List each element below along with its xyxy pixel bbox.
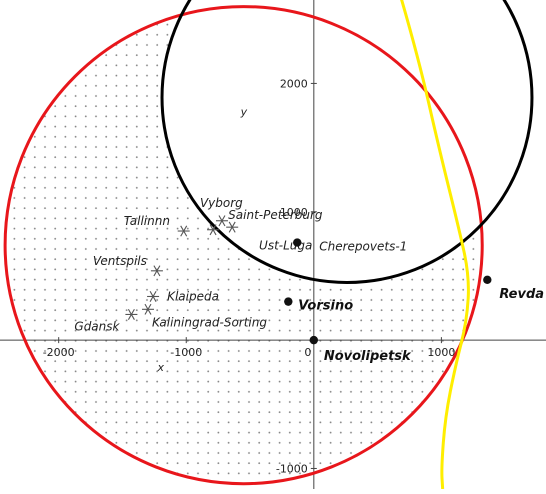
- port-label: Klaipeda: [167, 289, 219, 303]
- port-label: Kaliningrad-Sorting: [152, 315, 267, 329]
- x-tick-label: 1000: [427, 346, 455, 359]
- port-point: Ventspils: [93, 254, 163, 277]
- port-point: Klaipeda: [147, 289, 219, 303]
- port-label: Tallinnn: [124, 214, 170, 228]
- x-axis-ticks: -2000 -1000 0 1000: [43, 337, 455, 359]
- y-tick-label: 1000: [280, 206, 308, 219]
- curves: [3, 0, 534, 489]
- plant-dot: [309, 335, 319, 345]
- port-asterisk-stroke: [218, 215, 226, 227]
- x-tick-label: -1000: [170, 346, 202, 359]
- plant-point: Novolipetsk: [309, 335, 412, 364]
- port-point: Saint-Peterburg: [226, 208, 323, 233]
- plant-point: Cherepovets-1: [293, 238, 407, 254]
- port-label: Ventspils: [93, 254, 147, 268]
- plant-point: Revda: [483, 275, 544, 302]
- y-tick: -1000: [276, 462, 317, 475]
- plant-dot: [293, 238, 302, 247]
- x-tick: 1000: [427, 337, 455, 359]
- y-axis-ticks: 2000 1000 -1000: [276, 77, 317, 475]
- port-asterisk-stroke: [127, 308, 135, 320]
- plant-point: Vorsino: [284, 297, 353, 314]
- black-circle-boundary: [160, 0, 534, 284]
- port-asterisk-stroke: [153, 265, 161, 277]
- port-label: Gdansk: [74, 319, 120, 333]
- x-tick-label: -2000: [43, 346, 75, 359]
- plant-label: Vorsino: [298, 299, 353, 314]
- y-axis-label: y: [240, 106, 248, 119]
- plant-dot: [483, 275, 492, 284]
- port-asterisk-stroke: [209, 224, 217, 236]
- y-tick: 2000: [280, 77, 317, 90]
- x-tick-label: 0: [304, 346, 311, 359]
- plant-dot: [284, 297, 293, 306]
- port-point: Vyborg: [200, 196, 243, 227]
- port-label: Vyborg: [200, 196, 243, 210]
- yellow-curve: [400, 0, 470, 489]
- port-asterisk-stroke: [228, 221, 236, 233]
- port-asterisk-stroke: [149, 290, 157, 302]
- red-circle-boundary: [3, 5, 484, 486]
- port-label: Ust-Luga: [259, 239, 312, 253]
- plant-label: Novolipetsk: [324, 349, 412, 364]
- port-asterisk-stroke: [180, 225, 188, 237]
- y-tick: 1000: [280, 206, 317, 219]
- x-axis-label: x: [156, 361, 164, 374]
- plant-label: Cherepovets-1: [319, 240, 407, 254]
- plant-label: Revda: [499, 287, 544, 302]
- y-tick-label: -1000: [276, 462, 308, 475]
- port-label: Saint-Peterburg: [228, 208, 323, 222]
- port-point: Gdansk: [74, 308, 138, 333]
- port-asterisk-stroke: [144, 303, 152, 315]
- x-tick: -2000: [43, 337, 75, 359]
- y-tick-label: 2000: [280, 77, 308, 90]
- plant-markers: Cherepovets-1 Vorsino Novolipetsk Revda: [284, 238, 544, 364]
- port-point: Tallinnn: [124, 214, 190, 237]
- port-point: Kaliningrad-Sorting: [141, 303, 267, 329]
- x-tick: -1000: [170, 337, 202, 359]
